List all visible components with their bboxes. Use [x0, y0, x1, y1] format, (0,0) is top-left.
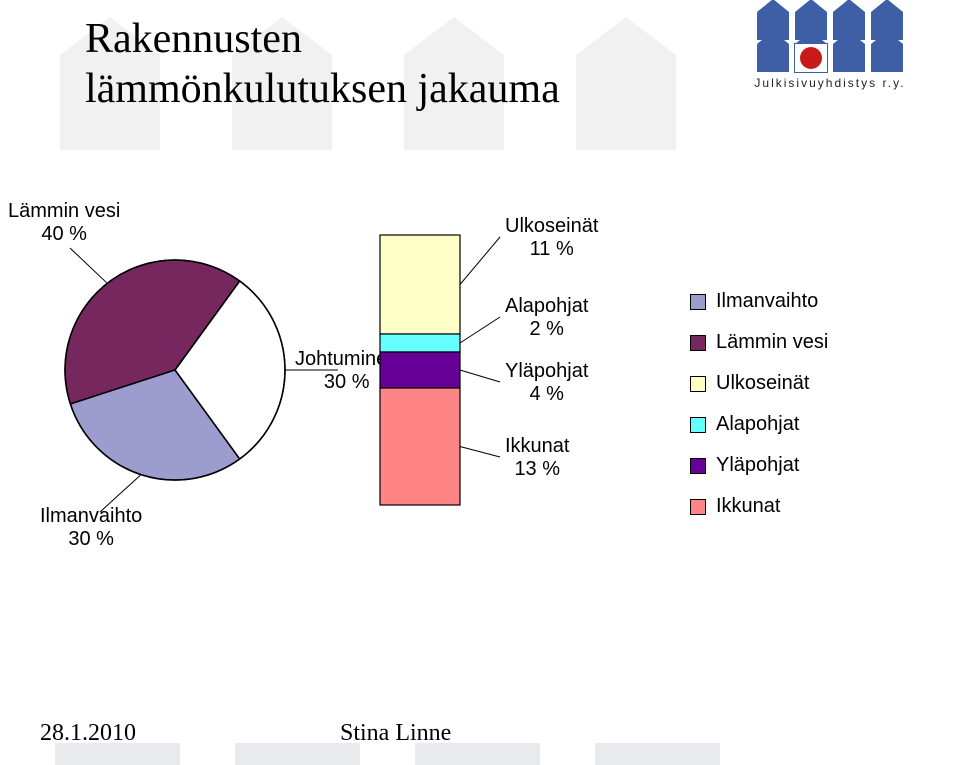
footer: 28.1.2010 Stina Linne: [40, 720, 920, 747]
legend-item-ilmanvaihto: Ilmanvaihto: [690, 290, 828, 313]
legend-label: Alapohjat: [716, 413, 799, 436]
footer-date: 28.1.2010: [40, 720, 340, 747]
legend-label: Yläpohjat: [716, 454, 799, 477]
legend-label: Ilmanvaihto: [716, 290, 818, 313]
legend-item-lammin_vesi: Lämmin vesi: [690, 331, 828, 354]
legend-label: Ikkunat: [716, 495, 780, 518]
stack-seg-alapohjat: [380, 334, 460, 352]
logo: Julkisivuyhdistys r.y.: [730, 12, 930, 90]
legend-swatch-ulkoseinat: [690, 376, 706, 392]
legend-item-ulkoseinat: Ulkoseinät: [690, 372, 828, 395]
logo-houses-icon: [750, 12, 910, 72]
legend-swatch-ylapohjat: [690, 458, 706, 474]
legend-swatch-ilmanvaihto: [690, 294, 706, 310]
stack-label-ulkoseinat: Ulkoseinät11 %: [505, 215, 598, 261]
stack-seg-ulkoseinat: [380, 235, 460, 334]
stack-seg-ylapohjat: [380, 352, 460, 388]
legend-item-alapohjat: Alapohjat: [690, 413, 828, 436]
title-line-1: Rakennusten: [85, 16, 302, 62]
legend-label: Ulkoseinät: [716, 372, 809, 395]
logo-text: Julkisivuyhdistys r.y.: [730, 76, 930, 90]
stack-label-ikkunat: Ikkunat13 %: [505, 435, 569, 481]
page-title: Rakennusten lämmönkulutuksen jakauma: [85, 15, 560, 114]
legend-label: Lämmin vesi: [716, 331, 828, 354]
legend-swatch-lammin_vesi: [690, 335, 706, 351]
legend: Ilmanvaihto Lämmin vesi Ulkoseinät Alapohja…: [690, 290, 828, 536]
legend-swatch-ikkunat: [690, 499, 706, 515]
footer-author: Stina Linne: [340, 720, 451, 747]
title-line-2: lämmönkulutuksen jakauma: [85, 66, 560, 112]
stack-seg-ikkunat: [380, 388, 460, 505]
legend-item-ylapohjat: Yläpohjat: [690, 454, 828, 477]
stack-label-ylapohjat: Yläpohjat4 %: [505, 360, 588, 406]
legend-swatch-alapohjat: [690, 417, 706, 433]
stack-label-alapohjat: Alapohjat2 %: [505, 295, 588, 341]
legend-item-ikkunat: Ikkunat: [690, 495, 828, 518]
